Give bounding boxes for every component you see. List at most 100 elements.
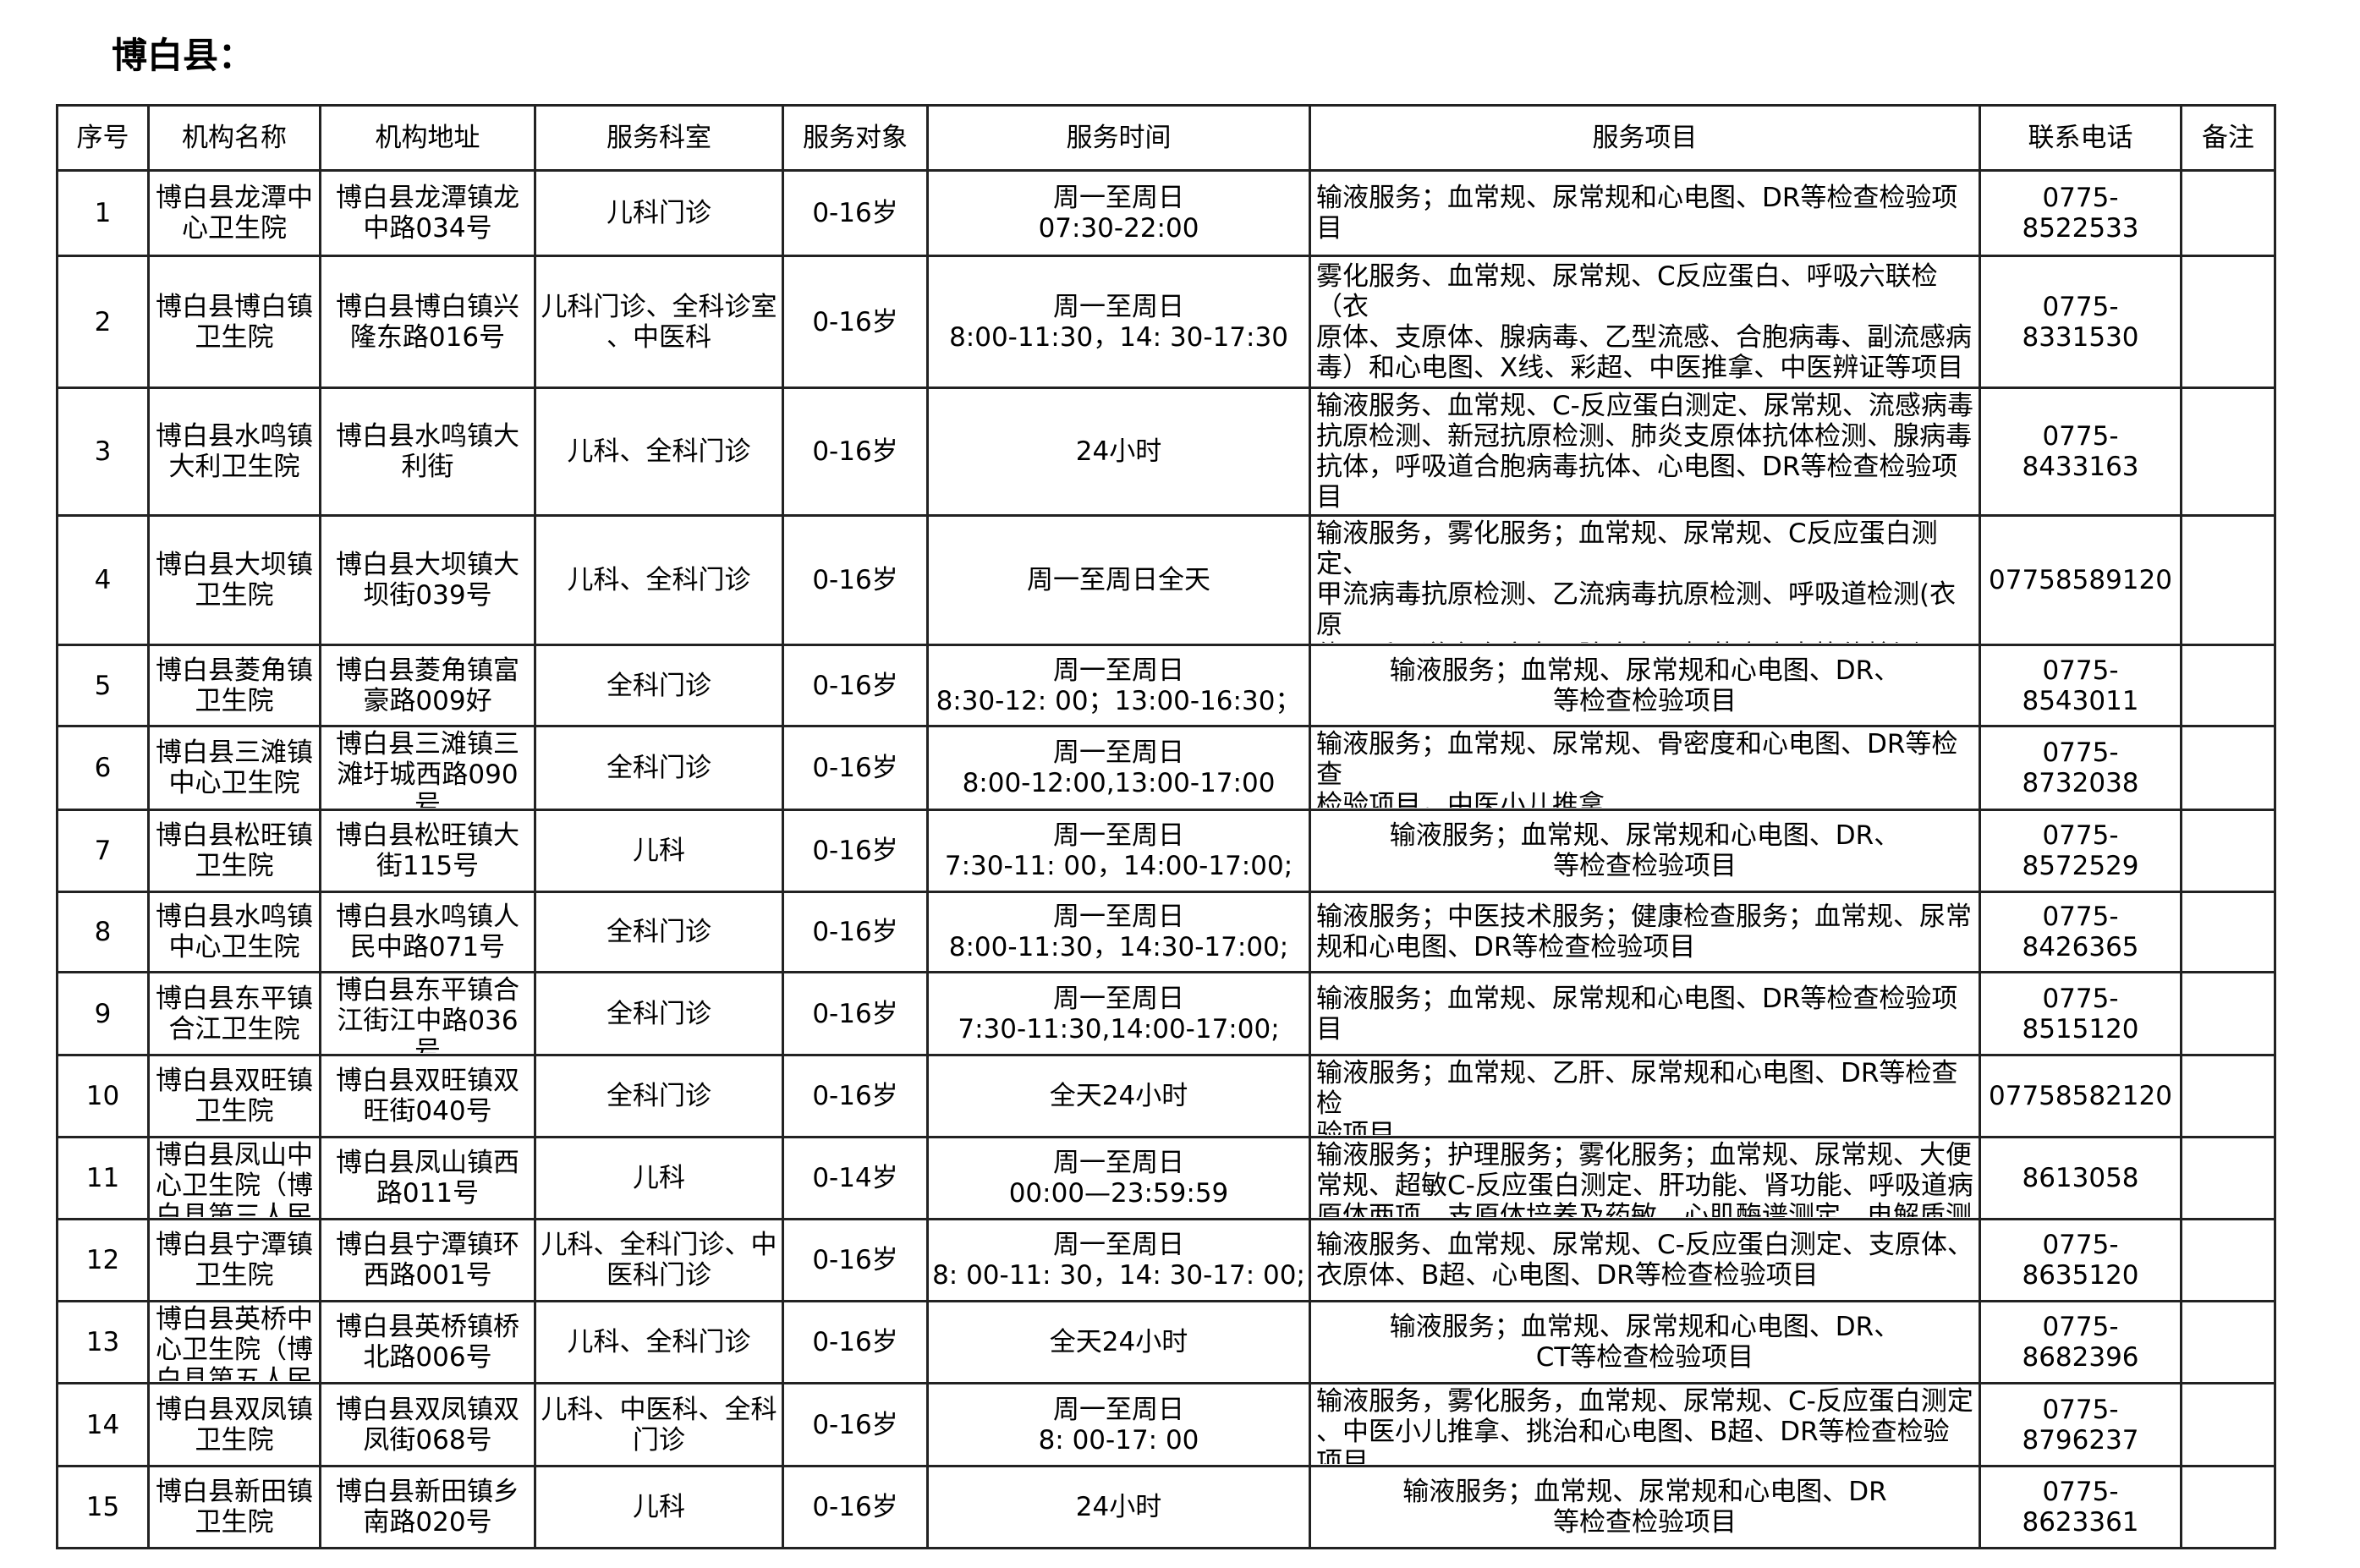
header-phone: 联系电话 xyxy=(1979,104,2182,172)
cell-time: 24小时 xyxy=(926,1465,1311,1549)
cell-no: 14 xyxy=(56,1382,150,1467)
table-row: 1 博白县龙潭中 心卫生院 博白县龙潭镇龙 中路034号 儿科门诊 0-16岁 周一至周日… xyxy=(56,169,2276,257)
cell-note xyxy=(2180,809,2276,893)
cell-address: 博白县双凤镇双 凤街068号 xyxy=(319,1382,536,1467)
cell-dept: 全科门诊 xyxy=(534,644,784,727)
cell-items: 输液服务，雾化服务；血常规、尿常规、C反应蛋白测定、 甲流病毒抗原检测、乙流病毒… xyxy=(1309,514,1981,646)
table-row: 8 博白县水鸣镇 中心卫生院 博白县水鸣镇人 民中路071号 全科门诊 0-16岁 周一至… xyxy=(56,891,2276,973)
cell-dept: 儿科门诊 xyxy=(534,169,784,257)
cell-address: 博白县三滩镇三 滩圩城西路090号 xyxy=(319,725,536,811)
cell-time: 周一至周日 7:30-11:30,14:00-17:00; xyxy=(926,971,1311,1056)
cell-name: 博白县大坝镇 卫生院 xyxy=(147,514,321,646)
cell-phone: 0775-8732038 xyxy=(1979,725,2182,811)
cell-address: 博白县东平镇合 江街江中路036号 xyxy=(319,971,536,1056)
cell-phone: 07758589120 xyxy=(1979,514,2182,646)
cell-target: 0-16岁 xyxy=(782,169,929,257)
cell-time: 周一至周日 00:00—23:59:59 xyxy=(926,1136,1311,1220)
clinic-table: 序号 机构名称 机构地址 服务科室 服务对象 服务时间 服务项目 联系电话 备注 1 博白县龙潭中… xyxy=(56,104,2276,1549)
cell-time: 周一至周日 7:30-11: 00，14:00-17:00; xyxy=(926,809,1311,893)
table-row: 9 博白县东平镇 合江卫生院 博白县东平镇合 江街江中路036号 全科门诊 0-16岁周… xyxy=(56,971,2276,1056)
cell-name: 博白县宁潭镇 卫生院 xyxy=(147,1218,321,1302)
cell-items: 输液服务；护理服务；雾化服务；血常规、尿常规、大便 常规、超敏C-反应蛋白测定、… xyxy=(1309,1136,1981,1220)
cell-target: 0-16岁 xyxy=(782,809,929,893)
cell-address: 博白县大坝镇大 坝街039号 xyxy=(319,514,536,646)
table-row: 10 博白县双旺镇 卫生院 博白县双旺镇双 旺街040号 全科门诊 0-16岁 全天24小… xyxy=(56,1054,2276,1138)
cell-address: 博白县菱角镇富 豪路009好 xyxy=(319,644,536,727)
cell-time: 周一至周日 8: 00-11: 30，14: 30-17: 00; xyxy=(926,1218,1311,1302)
cell-no: 8 xyxy=(56,891,150,973)
table-row: 15 博白县新田镇 卫生院 博白县新田镇乡 南路020号 儿科 0-16岁 24小时 输液服… xyxy=(56,1465,2276,1549)
cell-note xyxy=(2180,1300,2276,1384)
cell-note xyxy=(2180,387,2276,517)
cell-phone: 0775-8426365 xyxy=(1979,891,2182,973)
cell-address: 博白县水鸣镇大 利街 xyxy=(319,387,536,517)
cell-dept: 全科门诊 xyxy=(534,725,784,811)
header-no: 序号 xyxy=(56,104,150,172)
cell-phone: 0775-8522533 xyxy=(1979,169,2182,257)
cell-dept: 全科门诊 xyxy=(534,891,784,973)
cell-target: 0-16岁 xyxy=(782,514,929,646)
table-row: 14 博白县双凤镇 卫生院 博白县双凤镇双 凤街068号 儿科、中医科、全科 门诊 0-… xyxy=(56,1382,2276,1467)
cell-address: 博白县松旺镇大 街115号 xyxy=(319,809,536,893)
cell-time: 周一至周日 8:00-11:30，14:30-17:00; xyxy=(926,891,1311,973)
cell-no: 7 xyxy=(56,809,150,893)
cell-dept: 儿科、全科门诊 xyxy=(534,387,784,517)
table-row: 6 博白县三滩镇 中心卫生院 博白县三滩镇三 滩圩城西路090号 全科门诊 0-16岁周… xyxy=(56,725,2276,811)
cell-address: 博白县英桥镇桥 北路006号 xyxy=(319,1300,536,1384)
header-items: 服务项目 xyxy=(1309,104,1981,172)
cell-address: 博白县龙潭镇龙 中路034号 xyxy=(319,169,536,257)
cell-dept: 儿科 xyxy=(534,809,784,893)
cell-items: 输液服务，雾化服务，血常规、尿常规、C-反应蛋白测定 、中医小儿推拿、挑治和心电… xyxy=(1309,1382,1981,1467)
cell-no: 12 xyxy=(56,1218,150,1302)
cell-phone: 0775-8433163 xyxy=(1979,387,2182,517)
page-title: 博白县： xyxy=(112,35,255,76)
cell-name: 博白县三滩镇 中心卫生院 xyxy=(147,725,321,811)
cell-target: 0-16岁 xyxy=(782,1382,929,1467)
cell-phone: 0775-8623361 xyxy=(1979,1465,2182,1549)
table-row: 2 博白县博白镇 卫生院 博白县博白镇兴 隆东路016号 儿科门诊、全科诊室 、中医科… xyxy=(56,255,2276,389)
cell-phone: 0775-8796237 xyxy=(1979,1382,2182,1467)
cell-target: 0-16岁 xyxy=(782,1300,929,1384)
cell-no: 1 xyxy=(56,169,150,257)
cell-dept: 全科门诊 xyxy=(534,1054,784,1138)
cell-address: 博白县水鸣镇人 民中路071号 xyxy=(319,891,536,973)
table-row: 7 博白县松旺镇 卫生院 博白县松旺镇大 街115号 儿科 0-16岁 周一至周日 7:3… xyxy=(56,809,2276,893)
cell-target: 0-16岁 xyxy=(782,1218,929,1302)
cell-items: 输液服务；血常规、尿常规和心电图、DR、 等检查检验项目 xyxy=(1309,644,1981,727)
cell-time: 周一至周日 8:30-12: 00；13:00-16:30； xyxy=(926,644,1311,727)
cell-time: 周一至周日 8:00-12:00,13:00-17:00 xyxy=(926,725,1311,811)
cell-name: 博白县松旺镇 卫生院 xyxy=(147,809,321,893)
cell-time: 周一至周日全天 xyxy=(926,514,1311,646)
cell-items: 输液服务、血常规、C-反应蛋白测定、尿常规、流感病毒 抗原检测、新冠抗原检测、肺… xyxy=(1309,387,1981,517)
table-row: 12 博白县宁潭镇 卫生院 博白县宁潭镇环 西路001号 儿科、全科门诊、中 医科门诊… xyxy=(56,1218,2276,1302)
cell-note xyxy=(2180,1136,2276,1220)
cell-time: 周一至周日 07:30-22:00 xyxy=(926,169,1311,257)
cell-target: 0-16岁 xyxy=(782,1465,929,1549)
cell-address: 博白县双旺镇双 旺街040号 xyxy=(319,1054,536,1138)
cell-time: 全天24小时 xyxy=(926,1300,1311,1384)
cell-name: 博白县凤山中 心卫生院（博 白县第三人民 xyxy=(147,1136,321,1220)
table-row: 3 博白县水鸣镇 大利卫生院 博白县水鸣镇大 利街 儿科、全科门诊 0-16岁 24小时输… xyxy=(56,387,2276,517)
cell-phone: 07758582120 xyxy=(1979,1054,2182,1138)
cell-address: 博白县博白镇兴 隆东路016号 xyxy=(319,255,536,389)
cell-items: 输液服务；血常规、尿常规和心电图、DR 等检查检验项目 xyxy=(1309,1465,1981,1549)
cell-address: 博白县新田镇乡 南路020号 xyxy=(319,1465,536,1549)
cell-note xyxy=(2180,1054,2276,1138)
table-row: 13 博白县英桥中 心卫生院（博 白县第五人民 博白县英桥镇桥 北路006号 儿科、全… xyxy=(56,1300,2276,1384)
cell-name: 博白县新田镇 卫生院 xyxy=(147,1465,321,1549)
header-note: 备注 xyxy=(2180,104,2276,172)
cell-name: 博白县双旺镇 卫生院 xyxy=(147,1054,321,1138)
cell-note xyxy=(2180,971,2276,1056)
cell-phone: 0775-8331530 xyxy=(1979,255,2182,389)
cell-name: 博白县菱角镇 卫生院 xyxy=(147,644,321,727)
cell-items: 输液服务；血常规、尿常规和心电图、DR等检查检验项目 xyxy=(1309,169,1981,257)
table-row: 4 博白县大坝镇 卫生院 博白县大坝镇大 坝街039号 儿科、全科门诊 0-16岁 周一至… xyxy=(56,514,2276,646)
cell-note xyxy=(2180,1218,2276,1302)
cell-no: 2 xyxy=(56,255,150,389)
cell-note xyxy=(2180,891,2276,973)
cell-dept: 全科门诊 xyxy=(534,971,784,1056)
cell-target: 0-16岁 xyxy=(782,644,929,727)
cell-phone: 0775-8635120 xyxy=(1979,1218,2182,1302)
table-header-row: 序号 机构名称 机构地址 服务科室 服务对象 服务时间 服务项目 联系电话 备注 xyxy=(56,104,2276,172)
cell-name: 博白县博白镇 卫生院 xyxy=(147,255,321,389)
